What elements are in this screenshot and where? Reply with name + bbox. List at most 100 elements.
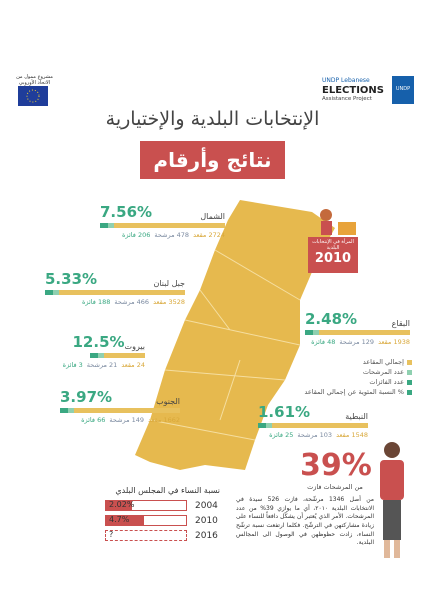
region-bar xyxy=(305,330,410,335)
legend: إجمالي المقاعد عدد المرشحات عدد الفائزات % … xyxy=(292,358,412,398)
region-name: الجنوب xyxy=(156,397,180,406)
badge-caption: المرأة في الإنتخابات البلدية xyxy=(312,239,354,251)
region-stat: 129 مرشحة xyxy=(339,338,375,346)
region-head: النبطية 1.61% xyxy=(258,403,368,421)
district-lines xyxy=(149,249,301,441)
legend-swatch xyxy=(407,369,412,375)
project-main: ELECTIONS xyxy=(322,84,384,96)
region-stat: 206 فائزة xyxy=(121,231,151,239)
region-stats: 2724 مقعد478 مرشحة206 فائزة xyxy=(100,231,225,239)
region: البقاع 2.48% 1938 مقعد129 مرشحة48 فائزة xyxy=(305,310,410,346)
region: بيروت 12.5% 24 مقعد21 مرشحة3 فائزة xyxy=(63,333,146,369)
project-line: UNDP Lebanese xyxy=(322,77,370,84)
legend-label: % النسبة المئوية عن إجمالي المقاعد xyxy=(304,388,404,396)
region-name: البقاع xyxy=(391,319,410,328)
highlight: 39% من المرشحات فازت xyxy=(300,448,372,491)
council-title: نسبة النساء في المجلس البلدي xyxy=(115,486,220,495)
region-percent: 1.61% xyxy=(258,403,311,421)
legend-item: % النسبة المئوية عن إجمالي المقاعد xyxy=(292,388,412,396)
council-fill xyxy=(106,516,144,525)
woman-icon-body xyxy=(321,221,332,235)
bar-segment xyxy=(108,223,114,228)
region-stats: 1548 مقعد103 مرشحة25 فائزة xyxy=(258,431,368,439)
region-stat: 103 مرشحة xyxy=(297,431,333,439)
region-head: جبل لبنان 5.33% xyxy=(45,270,185,288)
bar-segment xyxy=(68,408,74,413)
region: الجنوب 3.97% 1662 مقعد149 مرشحة66 فائزة xyxy=(60,388,180,424)
region-head: الشمال 7.56% xyxy=(100,203,225,221)
eu-caption: مشروع ممول من الاتحاد الأوروبي xyxy=(16,74,53,86)
legend-label: عدد المرشحات xyxy=(362,368,404,376)
region-head: البقاع 2.48% xyxy=(305,310,410,328)
region-name: جبل لبنان xyxy=(153,279,185,288)
badge: المرأة في الإنتخابات البلدية 2010 xyxy=(308,237,358,273)
region-head: بيروت 12.5% xyxy=(73,333,146,351)
council-bar: ? xyxy=(105,530,187,541)
region: جبل لبنان 5.33% 3528 مقعد466 مرشحة188 فائز… xyxy=(45,270,185,306)
legend-swatch xyxy=(407,389,412,395)
highlight-value: 39% xyxy=(300,448,372,483)
badge-year: 2010 xyxy=(314,251,352,266)
region-stat: 21 مرشحة xyxy=(86,361,118,369)
lebanon-map xyxy=(135,200,335,470)
council-year: 2004 xyxy=(195,500,218,511)
bar-segment xyxy=(100,223,108,228)
woman-figure-head xyxy=(384,442,400,458)
region: الشمال 7.56% 2724 مقعد478 مرشحة206 فائزة xyxy=(100,203,225,239)
legend-item: عدد الفائزات xyxy=(292,378,412,386)
woman-figure-skirt xyxy=(383,500,401,540)
council-year: 2010 xyxy=(195,515,218,526)
legend-label: عدد الفائزات xyxy=(369,378,404,386)
legend-swatch xyxy=(407,359,412,365)
council-bar: 2.02% xyxy=(105,500,187,511)
woman-figure-body xyxy=(380,460,404,500)
bar-segment xyxy=(90,353,98,358)
region-percent: 12.5% xyxy=(72,333,125,351)
bar-segment xyxy=(60,408,68,413)
region-stat: 3 فائزة xyxy=(62,361,83,369)
woman-icon xyxy=(320,209,332,221)
project-logo: UNDP Lebanese ELECTIONS Assistance Proje… xyxy=(322,77,388,102)
region-bar xyxy=(258,423,368,428)
region-stats: 1662 مقعد149 مرشحة66 فائزة xyxy=(60,416,180,424)
region-stats: 1938 مقعد129 مرشحة48 فائزة xyxy=(305,338,410,346)
region: النبطية 1.61% 1548 مقعد103 مرشحة25 فائزة xyxy=(258,403,368,439)
legend-item: إجمالي المقاعد xyxy=(292,358,412,366)
woman-figure-leg xyxy=(394,540,400,558)
council-fill xyxy=(106,501,132,510)
region-stat: 466 مرشحة xyxy=(114,298,150,306)
bar-segment xyxy=(258,423,266,428)
region-percent: 2.48% xyxy=(305,310,358,328)
region-name: النبطية xyxy=(345,412,368,421)
project-sub: Assistance Project xyxy=(322,95,372,102)
woman-figure-leg xyxy=(384,540,390,558)
region-bar xyxy=(45,290,185,295)
region-stat: 188 فائزة xyxy=(81,298,111,306)
region-name: الشمال xyxy=(200,212,225,221)
region-bar xyxy=(60,408,180,413)
region-stats: 3528 مقعد466 مرشحة188 فائزة xyxy=(45,298,185,306)
council-bar: 4.7% xyxy=(105,515,187,526)
region-stat: 149 مرشحة xyxy=(109,416,145,424)
legend-swatch xyxy=(407,379,412,385)
region-bar xyxy=(100,223,225,228)
council-share: 4.7% xyxy=(109,515,130,524)
council-row: ? 2016 xyxy=(105,530,223,541)
bar-segment xyxy=(53,290,59,295)
region-bar xyxy=(90,353,145,358)
legend-item: عدد المرشحات xyxy=(292,368,412,376)
region-percent: 3.97% xyxy=(60,388,113,406)
council-share: 2.02% xyxy=(109,500,135,509)
council-row: 4.7% 2010 xyxy=(105,515,223,526)
region-name: بيروت xyxy=(124,342,145,351)
highlight-caption: من المرشحات فازت xyxy=(307,483,363,491)
region-stat: 1662 مقعد xyxy=(148,416,180,424)
legend-label: إجمالي المقاعد xyxy=(362,358,404,366)
region-head: الجنوب 3.97% xyxy=(60,388,180,406)
council-year: 2016 xyxy=(195,530,218,541)
region-stat: 25 فائزة xyxy=(269,431,294,439)
region-stat: 478 مرشحة xyxy=(154,231,190,239)
bar-segment xyxy=(305,330,313,335)
